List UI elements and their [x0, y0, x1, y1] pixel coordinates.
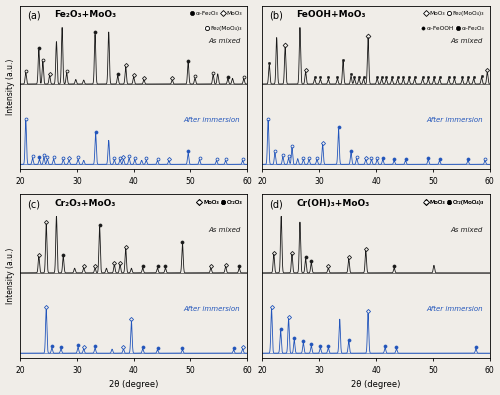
- Text: As mixed: As mixed: [450, 227, 483, 233]
- X-axis label: 2θ (degree): 2θ (degree): [352, 380, 401, 389]
- Text: As mixed: As mixed: [450, 38, 483, 45]
- X-axis label: 2θ (degree): 2θ (degree): [109, 380, 158, 389]
- Text: Fe₂O₃+MoO₃: Fe₂O₃+MoO₃: [54, 10, 116, 19]
- Y-axis label: Intensity (a.u.): Intensity (a.u.): [6, 59, 15, 115]
- Y-axis label: Intensity (a.u.): Intensity (a.u.): [6, 248, 15, 304]
- Text: FeOOH+MoO₃: FeOOH+MoO₃: [296, 10, 366, 19]
- Text: (d): (d): [270, 199, 283, 209]
- Text: As mixed: As mixed: [208, 38, 240, 45]
- Text: After immersion: After immersion: [426, 306, 483, 312]
- Legend: MoO₃, Cr₂O₃: MoO₃, Cr₂O₃: [196, 198, 244, 207]
- Legend: α–FeOOH, α–Fe₂O₃: α–FeOOH, α–Fe₂O₃: [419, 24, 486, 34]
- Legend: Fe₂(MoO₄)₃: Fe₂(MoO₄)₃: [203, 24, 244, 34]
- Text: After immersion: After immersion: [426, 117, 483, 123]
- Text: After immersion: After immersion: [184, 306, 240, 312]
- Text: After immersion: After immersion: [184, 117, 240, 123]
- Text: (c): (c): [27, 199, 40, 209]
- Text: Cr(OH)₃+MoO₃: Cr(OH)₃+MoO₃: [296, 199, 370, 208]
- Text: (b): (b): [270, 10, 283, 21]
- Text: Cr₂O₃+MoO₃: Cr₂O₃+MoO₃: [54, 199, 116, 208]
- Text: As mixed: As mixed: [208, 227, 240, 233]
- Text: (a): (a): [27, 10, 40, 21]
- Legend: MoO₃, Cr₂(MoO₄)₃: MoO₃, Cr₂(MoO₄)₃: [422, 198, 486, 207]
